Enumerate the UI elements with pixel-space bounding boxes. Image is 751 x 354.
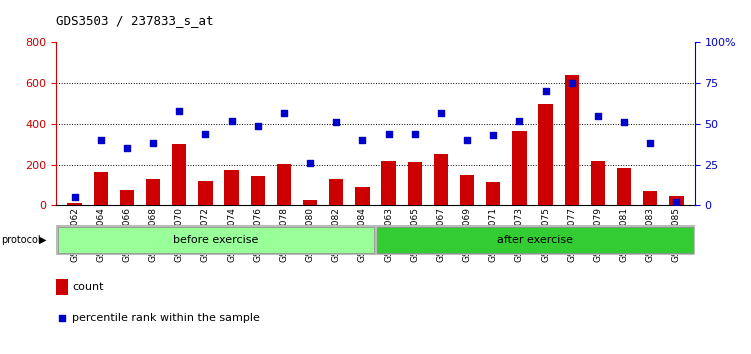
- Bar: [486, 182, 500, 205]
- Point: [422, 163, 434, 169]
- Bar: [68, 203, 82, 205]
- Bar: [617, 168, 632, 205]
- Bar: [58, 227, 374, 253]
- Text: GDS3503 / 237833_s_at: GDS3503 / 237833_s_at: [56, 14, 214, 27]
- Point: [147, 141, 159, 146]
- Point: [435, 110, 447, 115]
- Bar: [119, 190, 134, 205]
- Bar: [251, 176, 265, 205]
- Point: [539, 88, 551, 94]
- Point: [382, 131, 394, 137]
- Bar: [538, 104, 553, 205]
- Bar: [303, 200, 317, 205]
- Bar: [355, 187, 369, 205]
- Point: [121, 145, 133, 151]
- Point: [68, 194, 80, 200]
- Point: [95, 137, 107, 143]
- Text: ▶: ▶: [39, 235, 47, 245]
- Text: percentile rank within the sample: percentile rank within the sample: [72, 313, 260, 323]
- Bar: [408, 161, 422, 205]
- Point: [592, 113, 604, 119]
- Point: [278, 110, 290, 115]
- Bar: [565, 75, 579, 205]
- Point: [304, 160, 316, 166]
- Point: [487, 132, 499, 138]
- Bar: [460, 175, 475, 205]
- Point: [252, 123, 264, 129]
- Bar: [172, 144, 186, 205]
- Point: [409, 131, 421, 137]
- Bar: [56, 279, 68, 296]
- Bar: [434, 154, 448, 205]
- Bar: [669, 196, 683, 205]
- Bar: [512, 131, 526, 205]
- Bar: [591, 161, 605, 205]
- Point: [644, 141, 656, 146]
- Point: [173, 108, 185, 114]
- Text: protocol: protocol: [2, 235, 41, 245]
- Point: [357, 137, 369, 143]
- Point: [461, 137, 473, 143]
- Point: [566, 80, 578, 86]
- Text: after exercise: after exercise: [497, 235, 573, 245]
- Bar: [94, 172, 108, 205]
- Text: before exercise: before exercise: [173, 235, 258, 245]
- Point: [514, 118, 526, 124]
- Point: [200, 131, 212, 137]
- Point: [671, 199, 683, 205]
- Bar: [329, 179, 343, 205]
- Point: [330, 119, 342, 125]
- Bar: [643, 191, 657, 205]
- Point: [618, 119, 630, 125]
- Bar: [276, 164, 291, 205]
- Point: [225, 118, 237, 124]
- Bar: [198, 181, 213, 205]
- Bar: [377, 227, 693, 253]
- Text: count: count: [72, 282, 104, 292]
- Bar: [146, 179, 160, 205]
- Bar: [382, 161, 396, 205]
- Bar: [225, 170, 239, 205]
